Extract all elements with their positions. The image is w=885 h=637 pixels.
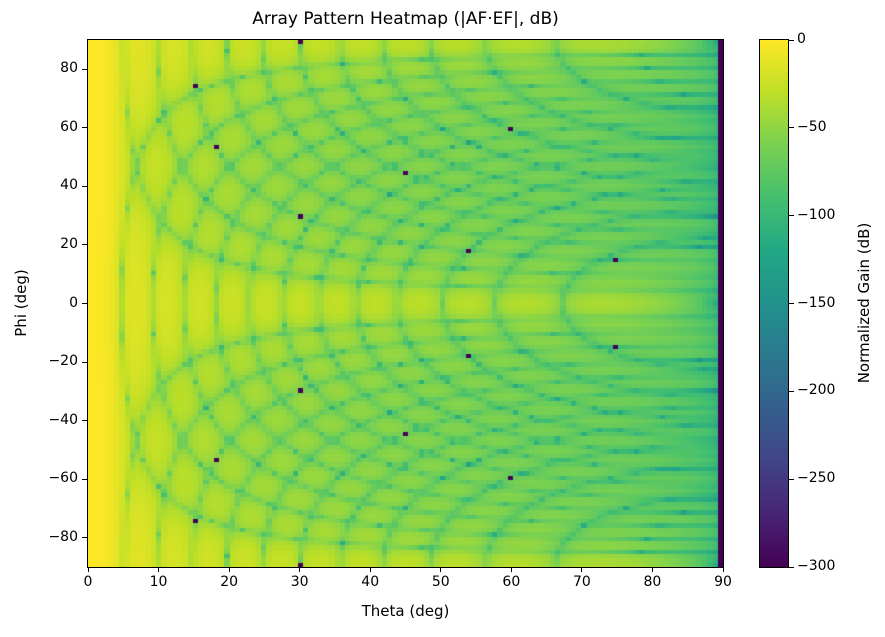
x-tick-label: 50 xyxy=(431,574,450,590)
x-tick-mark xyxy=(158,567,160,572)
x-tick-mark xyxy=(369,567,371,572)
y-tick-label: −80 xyxy=(48,528,78,545)
x-tick-mark xyxy=(299,567,301,572)
colorbar-tick-mark xyxy=(789,566,794,568)
y-tick-label: −60 xyxy=(48,470,78,487)
colorbar-tick-mark xyxy=(789,303,794,304)
x-tick-label: 70 xyxy=(572,574,591,590)
colorbar-tick-label: 0 xyxy=(797,31,806,47)
y-tick-label: 0 xyxy=(69,294,78,311)
colorbar-tick-mark xyxy=(789,390,794,392)
colorbar-tick-mark xyxy=(789,215,794,217)
x-tick-mark xyxy=(510,567,512,572)
y-tick-label: −40 xyxy=(48,411,78,428)
x-tick-mark xyxy=(722,567,724,572)
x-tick-label: 60 xyxy=(502,574,521,590)
x-tick-label: 30 xyxy=(290,574,309,590)
colorbar-tick-label: −100 xyxy=(797,206,836,223)
x-tick-mark xyxy=(651,567,653,572)
colorbar-tick-mark xyxy=(789,127,794,129)
y-tick-label: 40 xyxy=(60,177,78,194)
chart-title: Array Pattern Heatmap (|AF·EF|, dB) xyxy=(252,9,559,29)
y-tick-label: −20 xyxy=(48,353,78,370)
y-tick-mark xyxy=(82,127,88,129)
x-tick-label: 80 xyxy=(643,574,662,590)
y-tick-label: 60 xyxy=(60,118,78,135)
x-axis-label: Theta (deg) xyxy=(361,602,450,620)
x-tick-label: 40 xyxy=(361,574,380,590)
heatmap-canvas xyxy=(88,40,723,567)
colorbar-tick-mark xyxy=(789,478,794,480)
plot-area xyxy=(87,39,724,568)
y-tick-label: 80 xyxy=(60,60,78,77)
colorbar-tick-label: −250 xyxy=(797,470,836,487)
x-tick-mark xyxy=(440,567,442,572)
y-tick-mark xyxy=(82,244,88,246)
y-tick-mark xyxy=(82,478,88,480)
y-tick-mark xyxy=(82,420,88,422)
y-tick-mark xyxy=(82,68,88,70)
x-tick-label: 10 xyxy=(149,574,168,590)
y-tick-label: 20 xyxy=(60,235,78,252)
x-tick-label: 0 xyxy=(83,574,93,590)
colorbar-tick-label: −300 xyxy=(797,558,836,574)
colorbar-label-text: Normalized Gain (dB) xyxy=(855,222,873,384)
colorbar-gradient xyxy=(759,39,789,568)
x-tick-label: 90 xyxy=(714,574,732,590)
colorbar-tick-label: −200 xyxy=(797,382,836,399)
x-tick-label: 20 xyxy=(220,574,239,590)
y-tick-mark xyxy=(82,185,88,187)
colorbar-tick-label: −50 xyxy=(797,118,827,135)
colorbar-tick-label: −150 xyxy=(797,294,836,311)
colorbar-tick-mark xyxy=(789,39,794,41)
x-tick-mark xyxy=(228,567,230,572)
y-tick-mark xyxy=(82,537,88,539)
x-tick-mark xyxy=(581,567,583,572)
y-tick-mark xyxy=(82,361,88,363)
x-tick-mark xyxy=(87,567,89,572)
y-tick-mark xyxy=(82,303,88,304)
